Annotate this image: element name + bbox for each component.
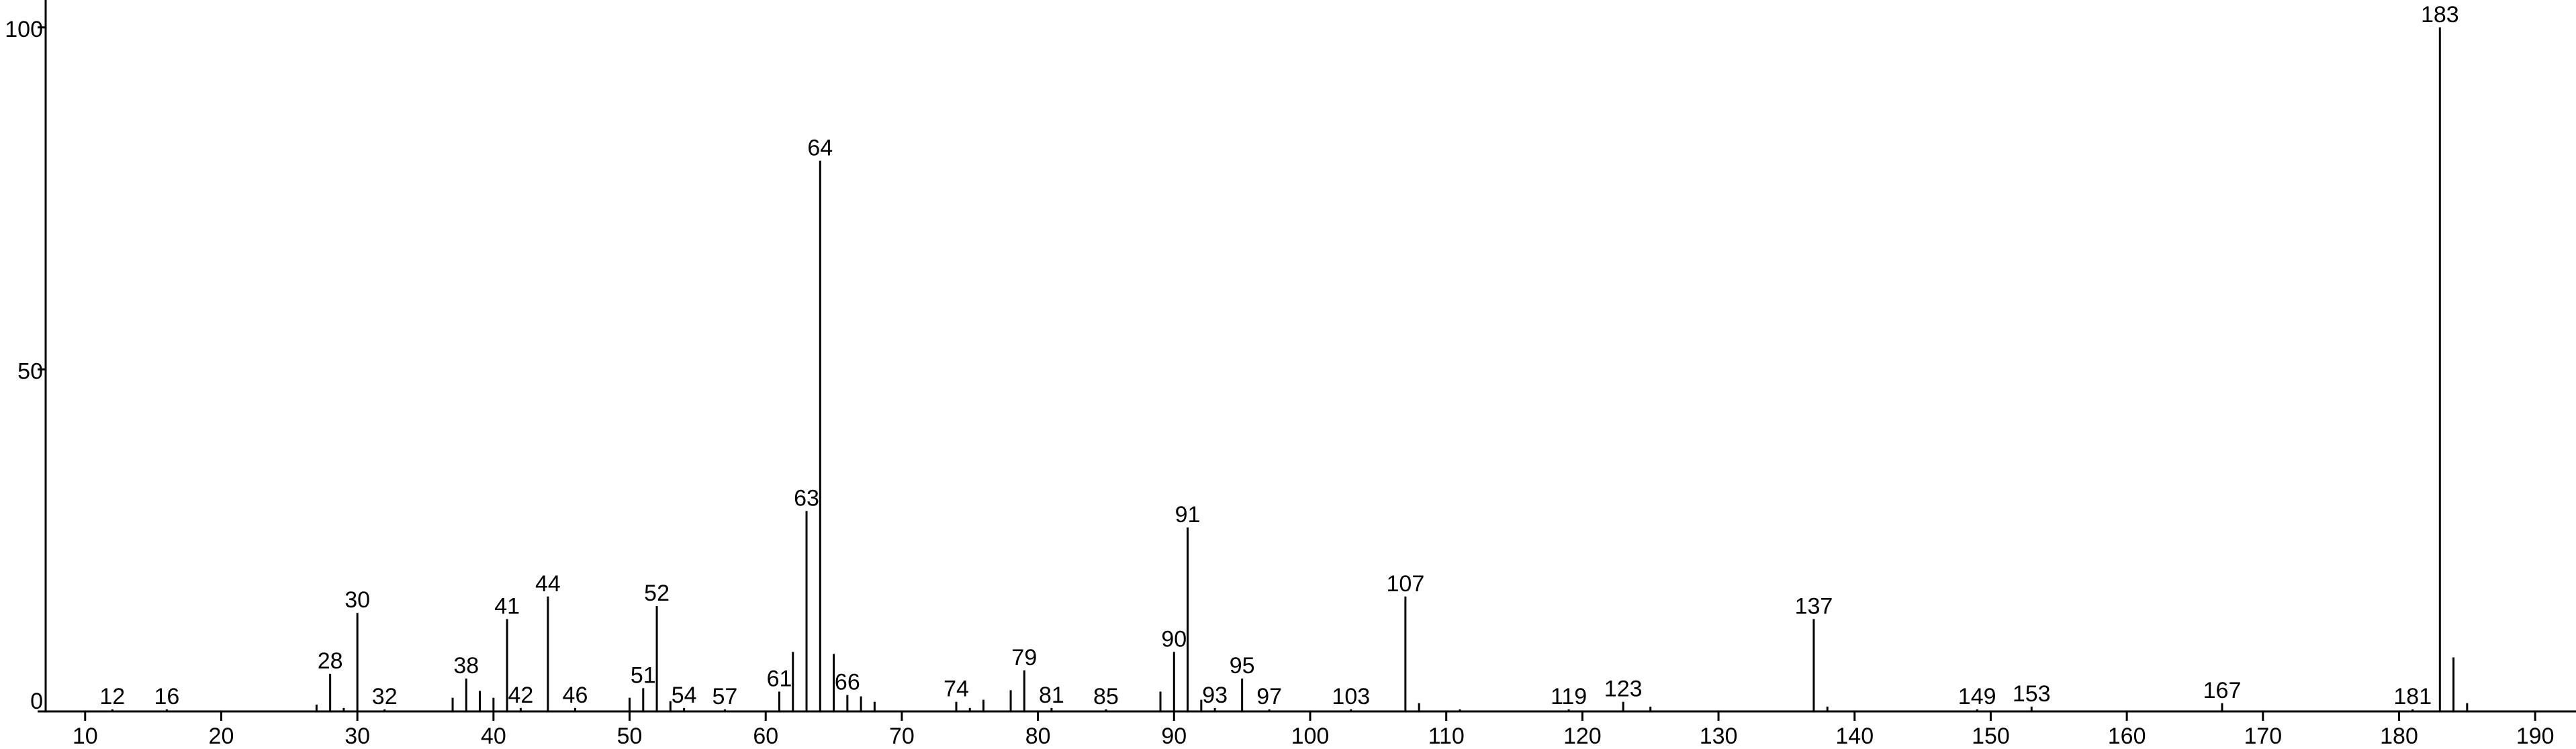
- peak-label: 57: [712, 684, 738, 709]
- peak-label: 64: [807, 136, 833, 161]
- peak-label: 91: [1175, 502, 1201, 528]
- peak-label: 54: [672, 683, 697, 708]
- x-tick-label: 20: [209, 723, 234, 749]
- x-tick-label: 150: [1972, 723, 2010, 749]
- peak-label: 167: [2203, 678, 2242, 703]
- peak-label: 32: [372, 684, 398, 709]
- x-tick-label: 100: [1291, 723, 1330, 749]
- peak-label: 85: [1093, 684, 1119, 709]
- peak-label: 41: [494, 593, 520, 619]
- peak-label: 149: [1958, 684, 1996, 709]
- peak-label: 16: [154, 684, 179, 709]
- peak-label: 119: [1551, 684, 1587, 709]
- x-tick-label: 60: [753, 723, 778, 749]
- peak-label: 63: [794, 485, 819, 511]
- peak-label: 81: [1039, 683, 1064, 708]
- peak-label: 74: [944, 677, 969, 702]
- peak-label: 97: [1256, 684, 1282, 709]
- peak-label: 28: [318, 648, 343, 674]
- x-tick-label: 50: [617, 723, 643, 749]
- peak-label: 66: [835, 670, 860, 695]
- peak-label: 153: [2013, 681, 2051, 707]
- peak-label: 107: [1387, 571, 1425, 597]
- peak-label: 79: [1011, 645, 1037, 670]
- peak-label: 46: [563, 683, 588, 708]
- x-tick-label: 160: [2108, 723, 2146, 749]
- peak-label: 38: [453, 653, 479, 679]
- peak-label: 44: [535, 571, 561, 597]
- peak-label: 183: [2421, 2, 2459, 28]
- x-tick-label: 110: [1428, 723, 1465, 749]
- x-tick-label: 130: [1700, 723, 1738, 749]
- x-tick-label: 30: [344, 723, 370, 749]
- x-tick-label: 80: [1025, 723, 1051, 749]
- peak-label: 93: [1202, 683, 1228, 708]
- y-tick-label: 50: [17, 358, 43, 384]
- x-tick-label: 40: [481, 723, 506, 749]
- y-tick-label: 0: [30, 689, 43, 714]
- x-tick-label: 90: [1161, 723, 1187, 749]
- peak-label: 95: [1230, 653, 1255, 679]
- y-tick-label: 100: [5, 17, 43, 42]
- x-tick-label: 180: [2380, 723, 2418, 749]
- peak-label: 181: [2393, 684, 2432, 709]
- peak-label: 103: [1332, 684, 1370, 709]
- x-tick-label: 190: [2516, 723, 2555, 749]
- peak-label: 51: [631, 662, 656, 688]
- peak-label: 42: [508, 683, 533, 708]
- peak-label: 137: [1795, 593, 1833, 619]
- peak-label: 90: [1161, 626, 1187, 652]
- x-tick-label: 10: [73, 723, 98, 749]
- peak-label: 61: [767, 666, 792, 691]
- x-tick-label: 170: [2244, 723, 2282, 749]
- peak-label: 12: [99, 684, 125, 709]
- peak-label: 52: [644, 581, 670, 606]
- peak-label: 30: [344, 587, 370, 613]
- x-tick-label: 120: [1563, 723, 1602, 749]
- x-tick-label: 140: [1835, 723, 1874, 749]
- x-tick-label: 70: [889, 723, 915, 749]
- peak-label: 123: [1604, 677, 1643, 702]
